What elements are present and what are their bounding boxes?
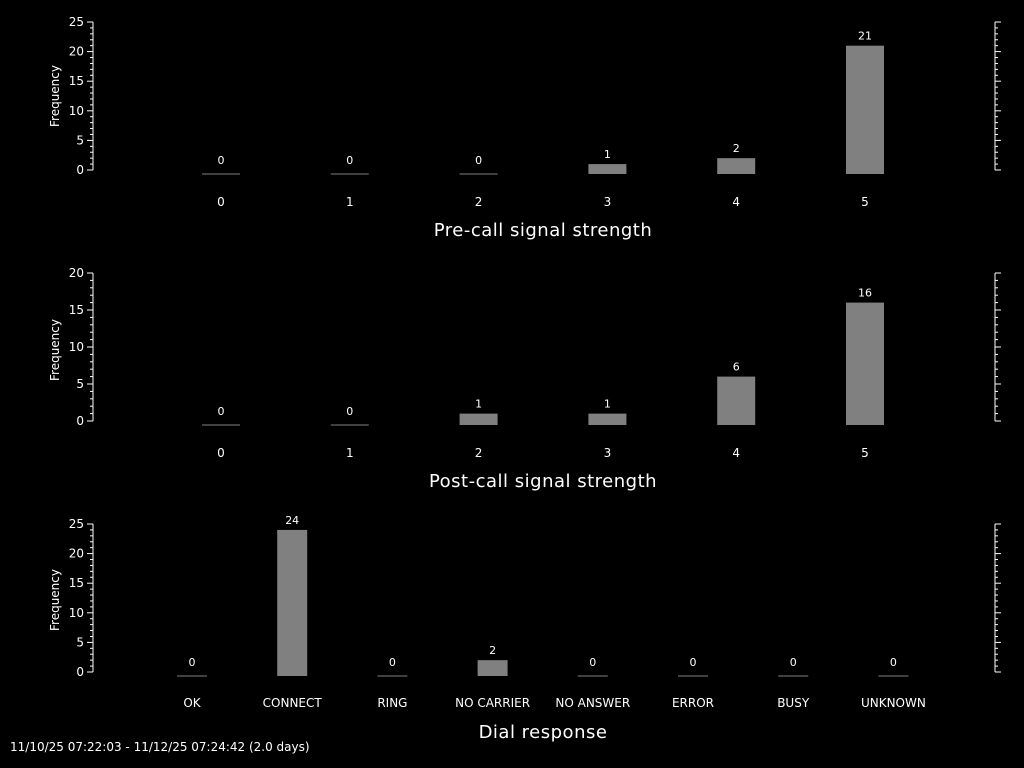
chart3-data-label: 0: [790, 656, 797, 669]
chart1-data-label: 0: [346, 154, 353, 167]
chart2-category-label: 3: [604, 446, 612, 460]
chart1-data-label: 2: [733, 142, 740, 155]
chart3-data-label: 0: [890, 656, 897, 669]
chart2-ytick-label: 10: [69, 340, 84, 354]
chart1-ytick-label: 0: [76, 163, 84, 177]
chart2-ylabel: Frequency: [48, 319, 62, 381]
chart3-category-label: NO ANSWER: [555, 696, 630, 710]
chart1-bar: [588, 164, 627, 174]
chart3-ytick-label: 10: [69, 606, 84, 620]
chart2-bar: [717, 376, 756, 425]
chart3-data-label: 24: [285, 514, 299, 527]
chart3-data-label: 0: [189, 656, 196, 669]
chart3-ylabel: Frequency: [48, 569, 62, 631]
chart2-ytick-label: 15: [69, 303, 84, 317]
chart2-category-label: 1: [346, 446, 354, 460]
chart3-data-label: 2: [489, 644, 496, 657]
chart1-bar: [717, 158, 756, 174]
chart1-ytick-label: 20: [69, 45, 84, 59]
chart2-data-label: 6: [733, 361, 740, 374]
chart1-data-label: 0: [218, 154, 225, 167]
chart1-category-label: 1: [346, 195, 354, 209]
chart2-bar: [846, 302, 884, 425]
chart2-category-label: 4: [732, 446, 740, 460]
chart1-category-label: 5: [861, 195, 869, 209]
chart1-ylabel: Frequency: [48, 65, 62, 127]
chart1-data-label: 0: [475, 154, 482, 167]
chart2-data-label: 16: [858, 287, 872, 300]
chart1-xlabel: Pre-call signal strength: [434, 220, 653, 241]
chart1-category-label: 3: [604, 195, 612, 209]
chart2-ytick-label: 0: [76, 414, 84, 428]
chart1-ytick-label: 25: [69, 15, 84, 29]
chart1-ytick-label: 5: [76, 133, 84, 147]
chart3-data-label: 0: [389, 656, 396, 669]
chart1-ytick-label: 15: [69, 74, 84, 88]
chart2-category-label: 5: [861, 446, 869, 460]
chart3-xlabel: Dial response: [479, 722, 608, 743]
chart1-category-label: 4: [732, 195, 740, 209]
chart3-data-label: 0: [690, 656, 697, 669]
chart3-category-label: UNKNOWN: [861, 696, 926, 710]
chart2-data-label: 0: [346, 405, 353, 418]
time-range-footer: 11/10/25 07:22:03 - 11/12/25 07:24:42 (2…: [10, 740, 310, 754]
chart1-data-label: 21: [858, 30, 872, 43]
chart3-ytick-label: 15: [69, 576, 84, 590]
chart3-category-label: OK: [183, 696, 201, 710]
chart1-bar: [846, 45, 884, 175]
chart2-data-label: 1: [604, 398, 611, 411]
chart3-ytick-label: 5: [76, 635, 84, 649]
chart2-data-label: 0: [218, 405, 225, 418]
chart2-ytick-label: 5: [76, 377, 84, 391]
chart1-category-label: 2: [475, 195, 483, 209]
chart1-ytick-label: 10: [69, 104, 84, 118]
chart3-data-label: 0: [589, 656, 596, 669]
chart3-category-label: ERROR: [672, 696, 714, 710]
chart2-bar: [459, 413, 498, 425]
chart3-ytick-label: 0: [76, 665, 84, 679]
chart3-bar: [477, 660, 508, 676]
chart3-category-label: NO CARRIER: [455, 696, 530, 710]
chart1-category-label: 0: [217, 195, 225, 209]
chart2-bar: [588, 413, 627, 425]
chart2-category-label: 2: [475, 446, 483, 460]
chart2-category-label: 0: [217, 446, 225, 460]
chart2-ytick-label: 20: [69, 266, 84, 280]
chart3-category-label: CONNECT: [263, 696, 323, 710]
chart2-xlabel: Post-call signal strength: [429, 471, 657, 492]
chart2-data-label: 1: [475, 398, 482, 411]
chart3-ytick-label: 25: [69, 517, 84, 531]
chart3-ytick-label: 20: [69, 547, 84, 561]
chart3-category-label: BUSY: [777, 696, 810, 710]
chart3-category-label: RING: [377, 696, 407, 710]
chart1-data-label: 1: [604, 148, 611, 161]
chart3-bar: [277, 529, 308, 676]
